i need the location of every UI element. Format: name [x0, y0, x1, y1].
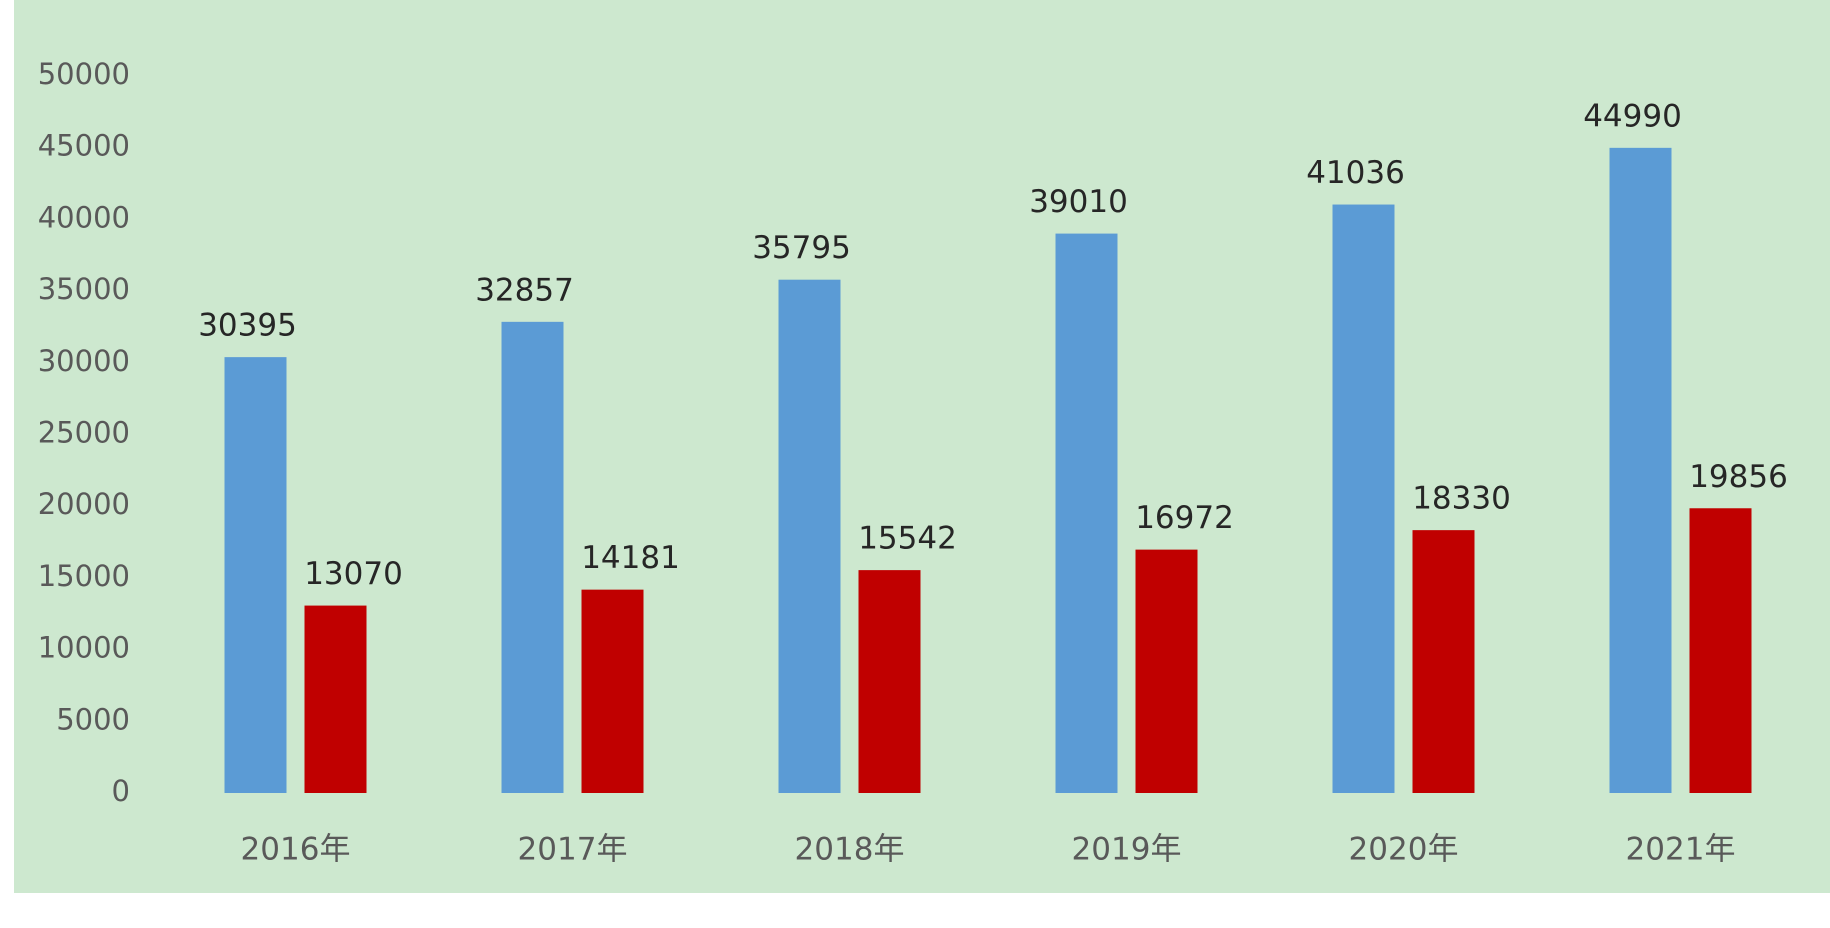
bar	[581, 589, 644, 793]
bar	[224, 357, 287, 793]
value-label: 18330	[1412, 481, 1511, 517]
value-label: 44990	[1583, 98, 1682, 134]
bar	[1055, 233, 1118, 793]
x-tick-label: 2020年	[1349, 832, 1459, 868]
y-tick-label: 50000	[38, 57, 130, 91]
bar	[1332, 204, 1395, 793]
y-tick-label: 40000	[38, 200, 130, 234]
y-tick-label: 0	[112, 774, 130, 808]
value-label: 15542	[858, 521, 957, 557]
bar	[304, 605, 367, 793]
y-tick-label: 10000	[38, 631, 130, 665]
y-tick-label: 25000	[38, 416, 130, 450]
bar	[1412, 530, 1475, 793]
value-label: 39010	[1029, 184, 1128, 220]
value-label: 41036	[1306, 155, 1405, 191]
x-tick-label: 2017年	[518, 832, 628, 868]
bar	[1135, 549, 1198, 793]
y-tick-label: 15000	[38, 559, 130, 593]
value-label: 16972	[1135, 500, 1234, 536]
bar	[778, 279, 841, 793]
x-tick-label: 2018年	[795, 832, 905, 868]
bar	[1609, 147, 1672, 794]
bar	[858, 570, 921, 793]
y-tick-label: 20000	[38, 487, 130, 521]
y-tick-label: 5000	[56, 702, 130, 736]
value-label: 32857	[475, 272, 574, 308]
y-tick-label: 30000	[38, 344, 130, 378]
x-tick-label: 2021年	[1626, 832, 1736, 868]
y-tick-label: 35000	[38, 272, 130, 306]
x-tick-label: 2019年	[1072, 832, 1182, 868]
value-label: 14181	[581, 540, 680, 576]
value-label: 35795	[752, 230, 851, 266]
x-tick-label: 2016年	[241, 832, 351, 868]
bar	[1689, 508, 1752, 793]
value-label: 13070	[304, 556, 403, 592]
value-label: 30395	[198, 308, 297, 344]
y-tick-label: 45000	[38, 129, 130, 163]
bar	[501, 321, 564, 793]
value-label: 19856	[1689, 459, 1788, 495]
